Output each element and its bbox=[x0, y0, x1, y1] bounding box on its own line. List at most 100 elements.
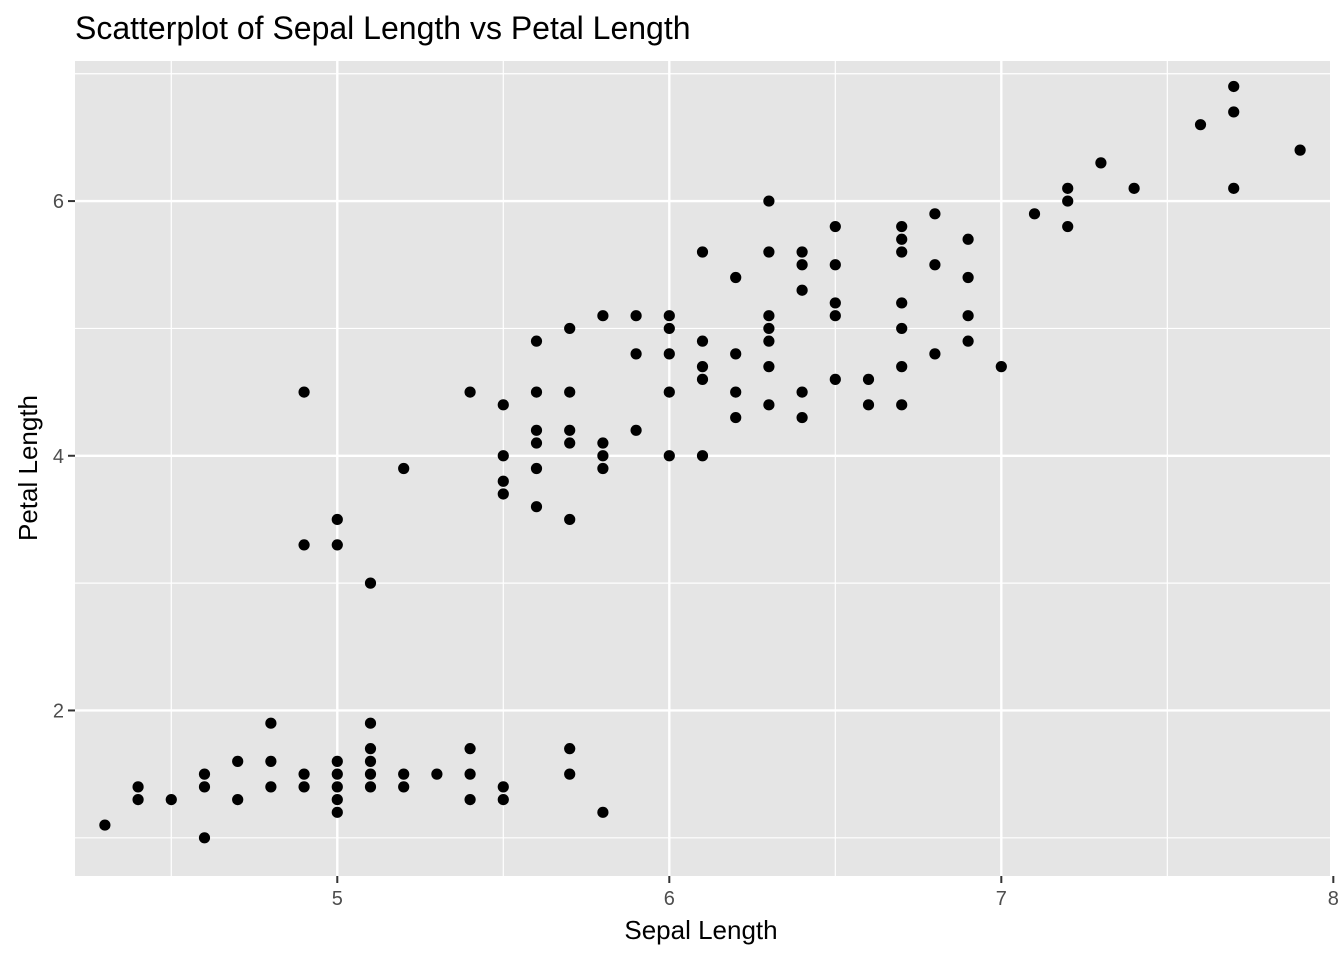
data-point bbox=[962, 310, 974, 322]
data-point bbox=[1028, 208, 1041, 220]
data-point bbox=[497, 488, 509, 500]
data-point bbox=[696, 335, 709, 347]
data-point bbox=[165, 793, 177, 806]
data-point bbox=[597, 437, 609, 449]
data-point bbox=[265, 717, 277, 729]
data-point bbox=[331, 768, 343, 780]
data-point bbox=[530, 437, 543, 449]
data-point bbox=[630, 310, 642, 322]
data-point bbox=[298, 768, 310, 780]
data-point bbox=[497, 450, 509, 462]
data-point bbox=[829, 220, 841, 233]
data-point bbox=[829, 297, 841, 309]
data-point bbox=[398, 462, 410, 475]
x-tick-label: 7 bbox=[996, 888, 1007, 910]
data-point bbox=[862, 399, 875, 411]
data-point bbox=[364, 755, 377, 767]
data-point bbox=[763, 361, 775, 373]
data-point bbox=[398, 768, 410, 780]
data-point bbox=[1095, 157, 1107, 169]
x-axis: 5 6 7 8 bbox=[332, 876, 1339, 910]
data-point bbox=[1194, 119, 1207, 131]
data-point bbox=[730, 411, 742, 424]
data-point bbox=[1062, 182, 1074, 194]
data-point bbox=[763, 310, 775, 322]
data-point bbox=[464, 793, 476, 806]
plot-panel bbox=[75, 61, 1330, 876]
data-point bbox=[663, 310, 675, 322]
data-point bbox=[431, 768, 443, 780]
data-point bbox=[829, 259, 841, 271]
chart-title: Scatterplot of Sepal Length vs Petal Len… bbox=[75, 10, 691, 46]
data-point bbox=[530, 462, 543, 475]
y-axis: 2 4 6 bbox=[53, 191, 75, 722]
data-point bbox=[630, 348, 642, 360]
data-point bbox=[862, 373, 875, 385]
data-point bbox=[730, 271, 742, 284]
data-point bbox=[896, 220, 908, 233]
y-tick-label: 6 bbox=[53, 191, 64, 213]
data-points bbox=[99, 80, 1306, 844]
data-point bbox=[696, 373, 709, 385]
data-point bbox=[265, 755, 277, 767]
data-point bbox=[763, 335, 775, 347]
data-point bbox=[829, 310, 841, 322]
data-point bbox=[763, 322, 775, 335]
data-point bbox=[1228, 80, 1240, 93]
data-point bbox=[464, 386, 476, 398]
data-point bbox=[962, 335, 974, 347]
data-point bbox=[1228, 182, 1240, 194]
data-point bbox=[1228, 106, 1240, 118]
data-point bbox=[132, 781, 144, 793]
data-point bbox=[497, 793, 509, 806]
data-point bbox=[663, 386, 675, 398]
data-point bbox=[265, 781, 277, 793]
data-point bbox=[929, 348, 941, 360]
data-point bbox=[564, 322, 576, 335]
data-point bbox=[298, 386, 310, 398]
data-point bbox=[663, 450, 675, 462]
data-point bbox=[597, 462, 609, 475]
data-point bbox=[364, 781, 377, 793]
x-tick-label: 8 bbox=[1328, 888, 1339, 910]
data-point bbox=[696, 361, 709, 373]
data-point bbox=[1128, 182, 1140, 194]
data-point bbox=[99, 819, 111, 831]
data-point bbox=[398, 781, 410, 793]
data-point bbox=[232, 755, 244, 767]
data-point bbox=[663, 322, 675, 335]
data-point bbox=[232, 793, 244, 806]
data-point bbox=[597, 806, 609, 818]
data-point bbox=[597, 310, 609, 322]
data-point bbox=[132, 793, 144, 806]
data-point bbox=[763, 246, 775, 258]
data-point bbox=[331, 806, 343, 818]
data-point bbox=[896, 246, 908, 258]
data-point bbox=[564, 386, 576, 398]
x-tick-label: 5 bbox=[332, 888, 343, 910]
data-point bbox=[564, 437, 576, 449]
data-point bbox=[796, 386, 808, 398]
minor-gridlines bbox=[75, 61, 1330, 876]
data-point bbox=[331, 513, 343, 526]
data-point bbox=[962, 233, 974, 245]
data-point bbox=[530, 386, 543, 398]
data-point bbox=[929, 208, 941, 220]
data-point bbox=[1062, 195, 1074, 207]
data-point bbox=[331, 781, 343, 793]
data-point bbox=[564, 424, 576, 436]
data-point bbox=[464, 768, 476, 780]
data-point bbox=[464, 743, 476, 755]
data-point bbox=[364, 577, 377, 589]
data-point bbox=[564, 768, 576, 780]
data-point bbox=[896, 297, 908, 309]
data-point bbox=[896, 322, 908, 335]
x-tick-label: 6 bbox=[664, 888, 675, 910]
data-point bbox=[796, 259, 808, 271]
data-point bbox=[298, 781, 310, 793]
data-point bbox=[929, 259, 941, 271]
data-point bbox=[896, 233, 908, 245]
data-point bbox=[763, 399, 775, 411]
data-point bbox=[530, 335, 543, 347]
data-point bbox=[331, 539, 343, 551]
